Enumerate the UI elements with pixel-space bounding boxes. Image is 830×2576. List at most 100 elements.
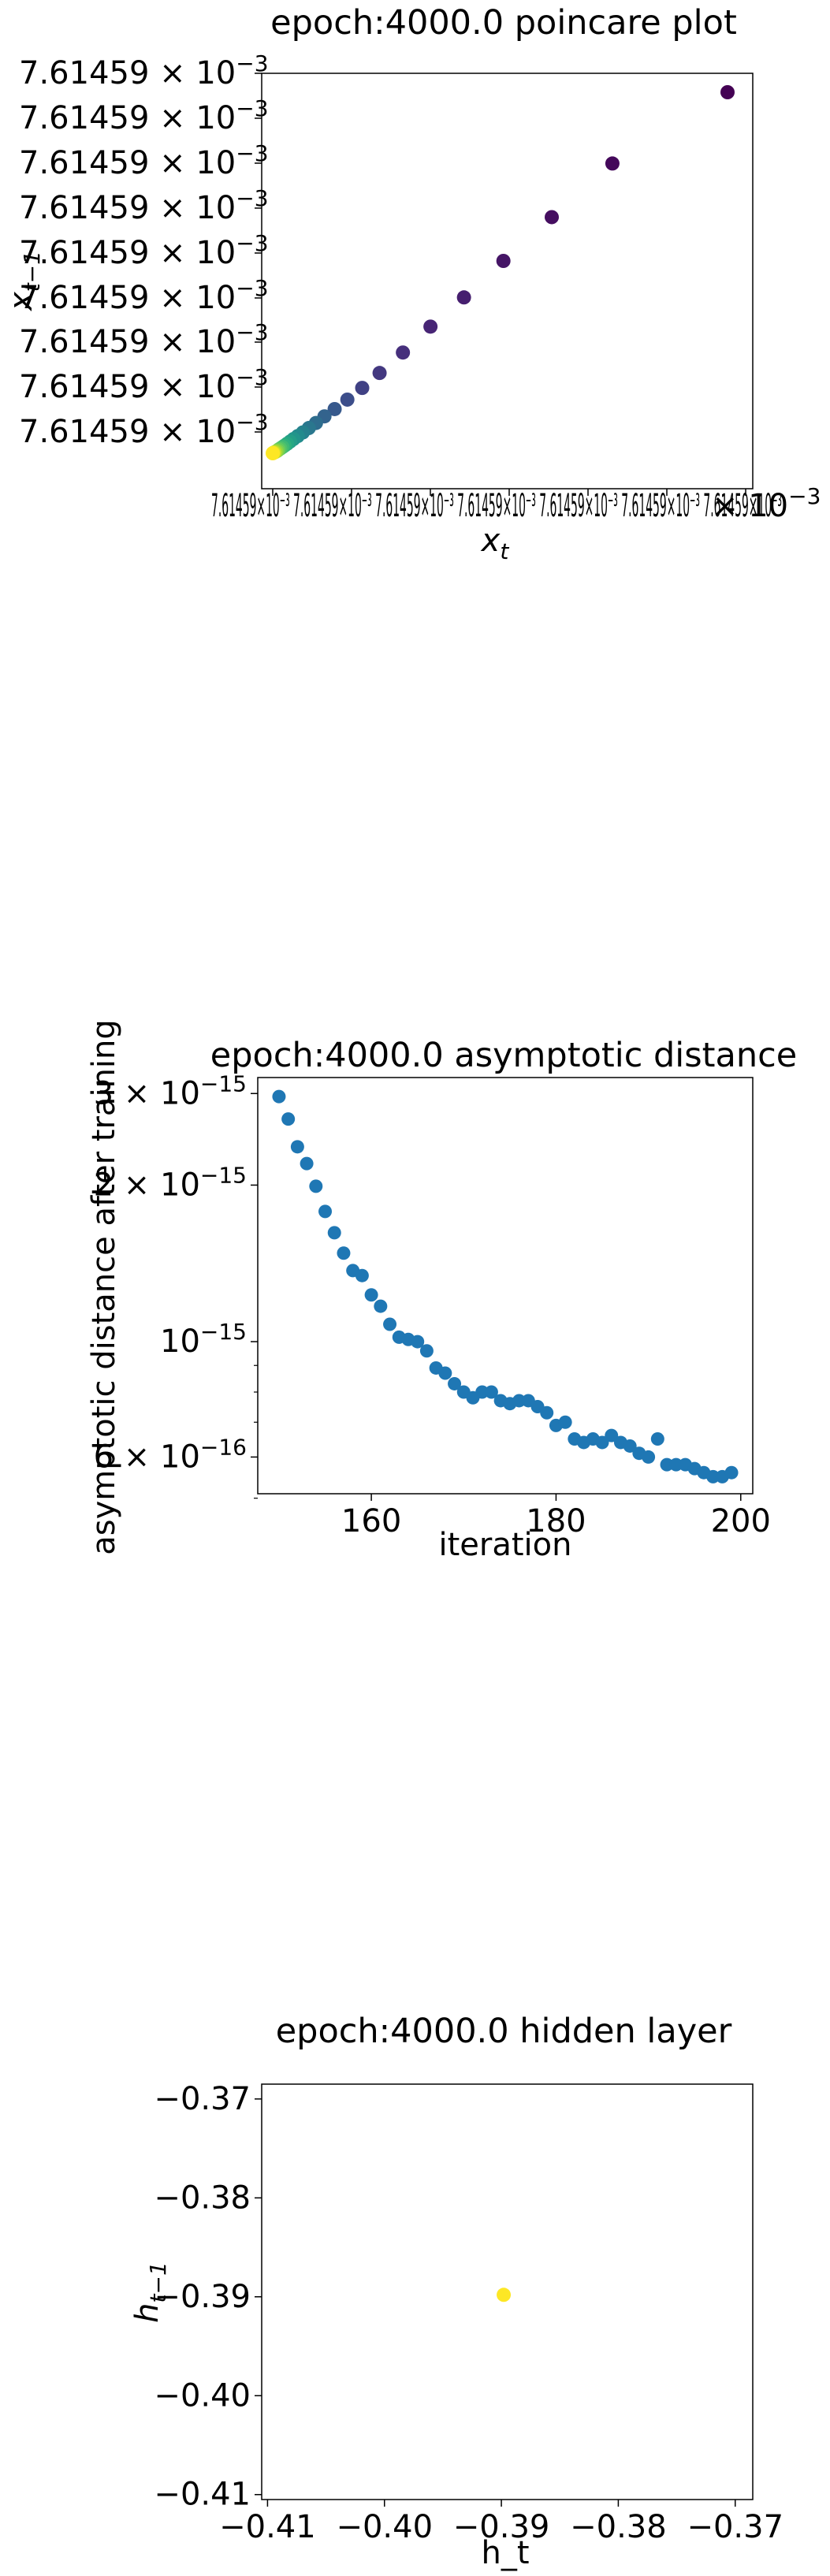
asymptotic-point — [355, 1268, 369, 1282]
asymptotic-point — [558, 1415, 572, 1429]
asymptotic-title: epoch:4000.0 asymptotic distance — [210, 1036, 797, 1075]
asymptotic-point — [411, 1335, 425, 1349]
poincare-y-tick-exponent: −3 — [236, 364, 268, 390]
asymptotic-point — [706, 1469, 720, 1483]
poincare-y-tick-label: 7.61459 × 10−3 — [19, 319, 269, 360]
poincare-y-tick-mantissa: 7.61459 × 10 — [19, 414, 236, 450]
poincare-x-exponent-power: −3 — [788, 483, 821, 509]
asymptotic-x-tick-label: 160 — [341, 1503, 401, 1539]
asymptotic-point — [660, 1457, 674, 1472]
asymptotic-plot-frame — [257, 1077, 754, 1495]
asymptotic-point — [484, 1385, 498, 1399]
asymptotic-x-ticks: 160 180 200 — [341, 1494, 771, 1539]
asymptotic-y-tick-base: 6 × 10 — [94, 1439, 200, 1475]
asymptotic-y-tick-base: 3 × 10 — [94, 1075, 200, 1111]
asymptotic-point — [300, 1156, 314, 1171]
poincare-y-tick-mantissa: 7.61459 × 10 — [19, 324, 236, 360]
poincare-y-tick-mantissa: 7.61459 × 10 — [19, 235, 236, 271]
asymptotic-point — [669, 1457, 683, 1472]
poincare-x-exponent: × 10−3 — [712, 483, 821, 524]
asymptotic-y-tick-base: 10 — [160, 1323, 200, 1360]
poincare-y-tick-exponent: −3 — [236, 140, 268, 166]
hidden-layer-y-ticks: −0.41 −0.40 −0.39 −0.38 −0.37 — [154, 2081, 262, 2513]
asymptotic-y-tick-label: 2 × 10−15 — [94, 1162, 247, 1203]
poincare-y-tick-mantissa: 7.61459 × 10 — [19, 280, 236, 316]
asymptotic-y-tick-base: 2 × 10 — [94, 1167, 200, 1203]
poincare-y-tick-label: 7.61459 × 10−3 — [19, 409, 269, 450]
asymptotic-y-tick-label: 6 × 10−16 — [94, 1434, 247, 1475]
asymptotic-point — [438, 1366, 452, 1380]
poincare-y-tick-exponent: −3 — [236, 230, 268, 256]
hidden-layer-ylabel-base: h — [129, 2302, 166, 2322]
poincare-point — [327, 401, 342, 416]
asymptotic-x-tick-label: 200 — [711, 1503, 771, 1539]
poincare-y-tick-label: 7.61459 × 10−3 — [19, 95, 269, 136]
poincare-point — [545, 210, 560, 225]
poincare-y-tick-label: 7.61459 × 10−3 — [19, 140, 269, 181]
hidden-layer-y-tick-label: −0.40 — [154, 2377, 251, 2414]
hidden-layer-y-tick-label: −0.38 — [154, 2180, 251, 2216]
poincare-points — [266, 85, 735, 460]
asymptotic-point — [281, 1112, 296, 1126]
poincare-xlabel-base: x — [480, 523, 501, 559]
asymptotic-y-tick-label: 3 × 10−15 — [94, 1070, 247, 1111]
poincare-point — [496, 253, 511, 268]
poincare-y-tick-mantissa: 7.61459 × 10 — [19, 190, 236, 226]
asymptotic-y-tick-exponent: −15 — [200, 1070, 247, 1096]
poincare-y-tick-mantissa: 7.61459 × 10 — [19, 55, 236, 91]
asymptotic-distance-chart: epoch:4000.0 asymptotic distance 6 × 10−… — [86, 1019, 797, 1563]
asymptotic-xlabel: iteration — [439, 1527, 572, 1563]
poincare-y-tick-label: 7.61459 × 10−3 — [19, 50, 269, 91]
poincare-point — [396, 345, 411, 360]
asymptotic-points — [272, 1089, 739, 1483]
asymptotic-x-tick-label: 180 — [526, 1503, 586, 1539]
poincare-chart: epoch:4000.0 poincare plot 7.61459 × 10−… — [3, 3, 821, 564]
poincare-y-tick-mantissa: 7.61459 × 10 — [19, 369, 236, 405]
hidden-layer-title: epoch:4000.0 hidden layer — [276, 2012, 732, 2051]
poincare-y-tick-mantissa: 7.61459 × 10 — [19, 100, 236, 136]
asymptotic-point — [623, 1439, 637, 1453]
asymptotic-point — [475, 1385, 489, 1399]
asymptotic-point — [318, 1204, 333, 1219]
poincare-y-tick-exponent: −3 — [236, 50, 268, 76]
hidden-layer-y-tick-label: −0.41 — [154, 2477, 251, 2513]
asymptotic-point — [327, 1226, 341, 1240]
poincare-y-tick-label: 7.61459 × 10−3 — [19, 364, 269, 405]
poincare-point — [266, 446, 280, 460]
asymptotic-point — [309, 1179, 323, 1193]
poincare-y-tick-label: 7.61459 × 10−3 — [19, 275, 269, 316]
poincare-ylabel-sub: t−1 — [19, 251, 45, 292]
hidden-layer-xlabel: h_t — [481, 2535, 529, 2571]
hidden-layer-x-ticks: −0.41 −0.40 −0.39 −0.38 −0.37 — [219, 2500, 783, 2545]
asymptotic-point — [642, 1450, 656, 1464]
hidden-layer-ylabel-sub: t−1 — [145, 2261, 171, 2302]
asymptotic-y-tick-exponent: −15 — [200, 1162, 247, 1188]
poincare-point — [605, 156, 620, 171]
hidden-layer-x-tick-label: −0.40 — [336, 2509, 433, 2545]
asymptotic-y-tick-exponent: −16 — [200, 1434, 247, 1460]
poincare-y-tick-exponent: −3 — [236, 409, 268, 435]
poincare-y-tick-mantissa: 7.61459 × 10 — [19, 145, 236, 181]
poincare-ylabel: xt−1 — [3, 251, 45, 312]
poincare-y-tick-exponent: −3 — [236, 185, 268, 211]
poincare-point — [456, 290, 471, 305]
asymptotic-ylabel: asymptotic distance after training — [86, 1019, 122, 1555]
poincare-xlabel-sub: t — [500, 538, 509, 564]
asymptotic-y-tick-exponent: −15 — [200, 1319, 247, 1345]
poincare-x-exponent-base: × 10 — [712, 488, 788, 524]
hidden-layer-y-tick-label: −0.37 — [154, 2081, 251, 2117]
hidden-layer-point — [497, 2288, 512, 2302]
asymptotic-point — [337, 1246, 351, 1260]
poincare-xlabel: xt — [480, 523, 510, 564]
hidden-layer-x-tick-label: −0.41 — [219, 2509, 316, 2545]
poincare-title: epoch:4000.0 poincare plot — [270, 3, 737, 43]
poincare-plot-frame — [261, 73, 754, 490]
poincare-xtick-labels: 7.61459×10⁻³ 7.61459×10⁻³ 7.61459×10⁻³ 7… — [211, 488, 782, 524]
hidden-layer-chart: epoch:4000.0 hidden layer −0.41 −0.40 −0.3… — [129, 2012, 783, 2571]
asymptotic-point — [512, 1394, 527, 1408]
asymptotic-point — [448, 1376, 462, 1390]
asymptotic-y-tick-label: 10−15 — [160, 1319, 247, 1360]
poincare-y-tick-exponent: −3 — [236, 319, 268, 345]
